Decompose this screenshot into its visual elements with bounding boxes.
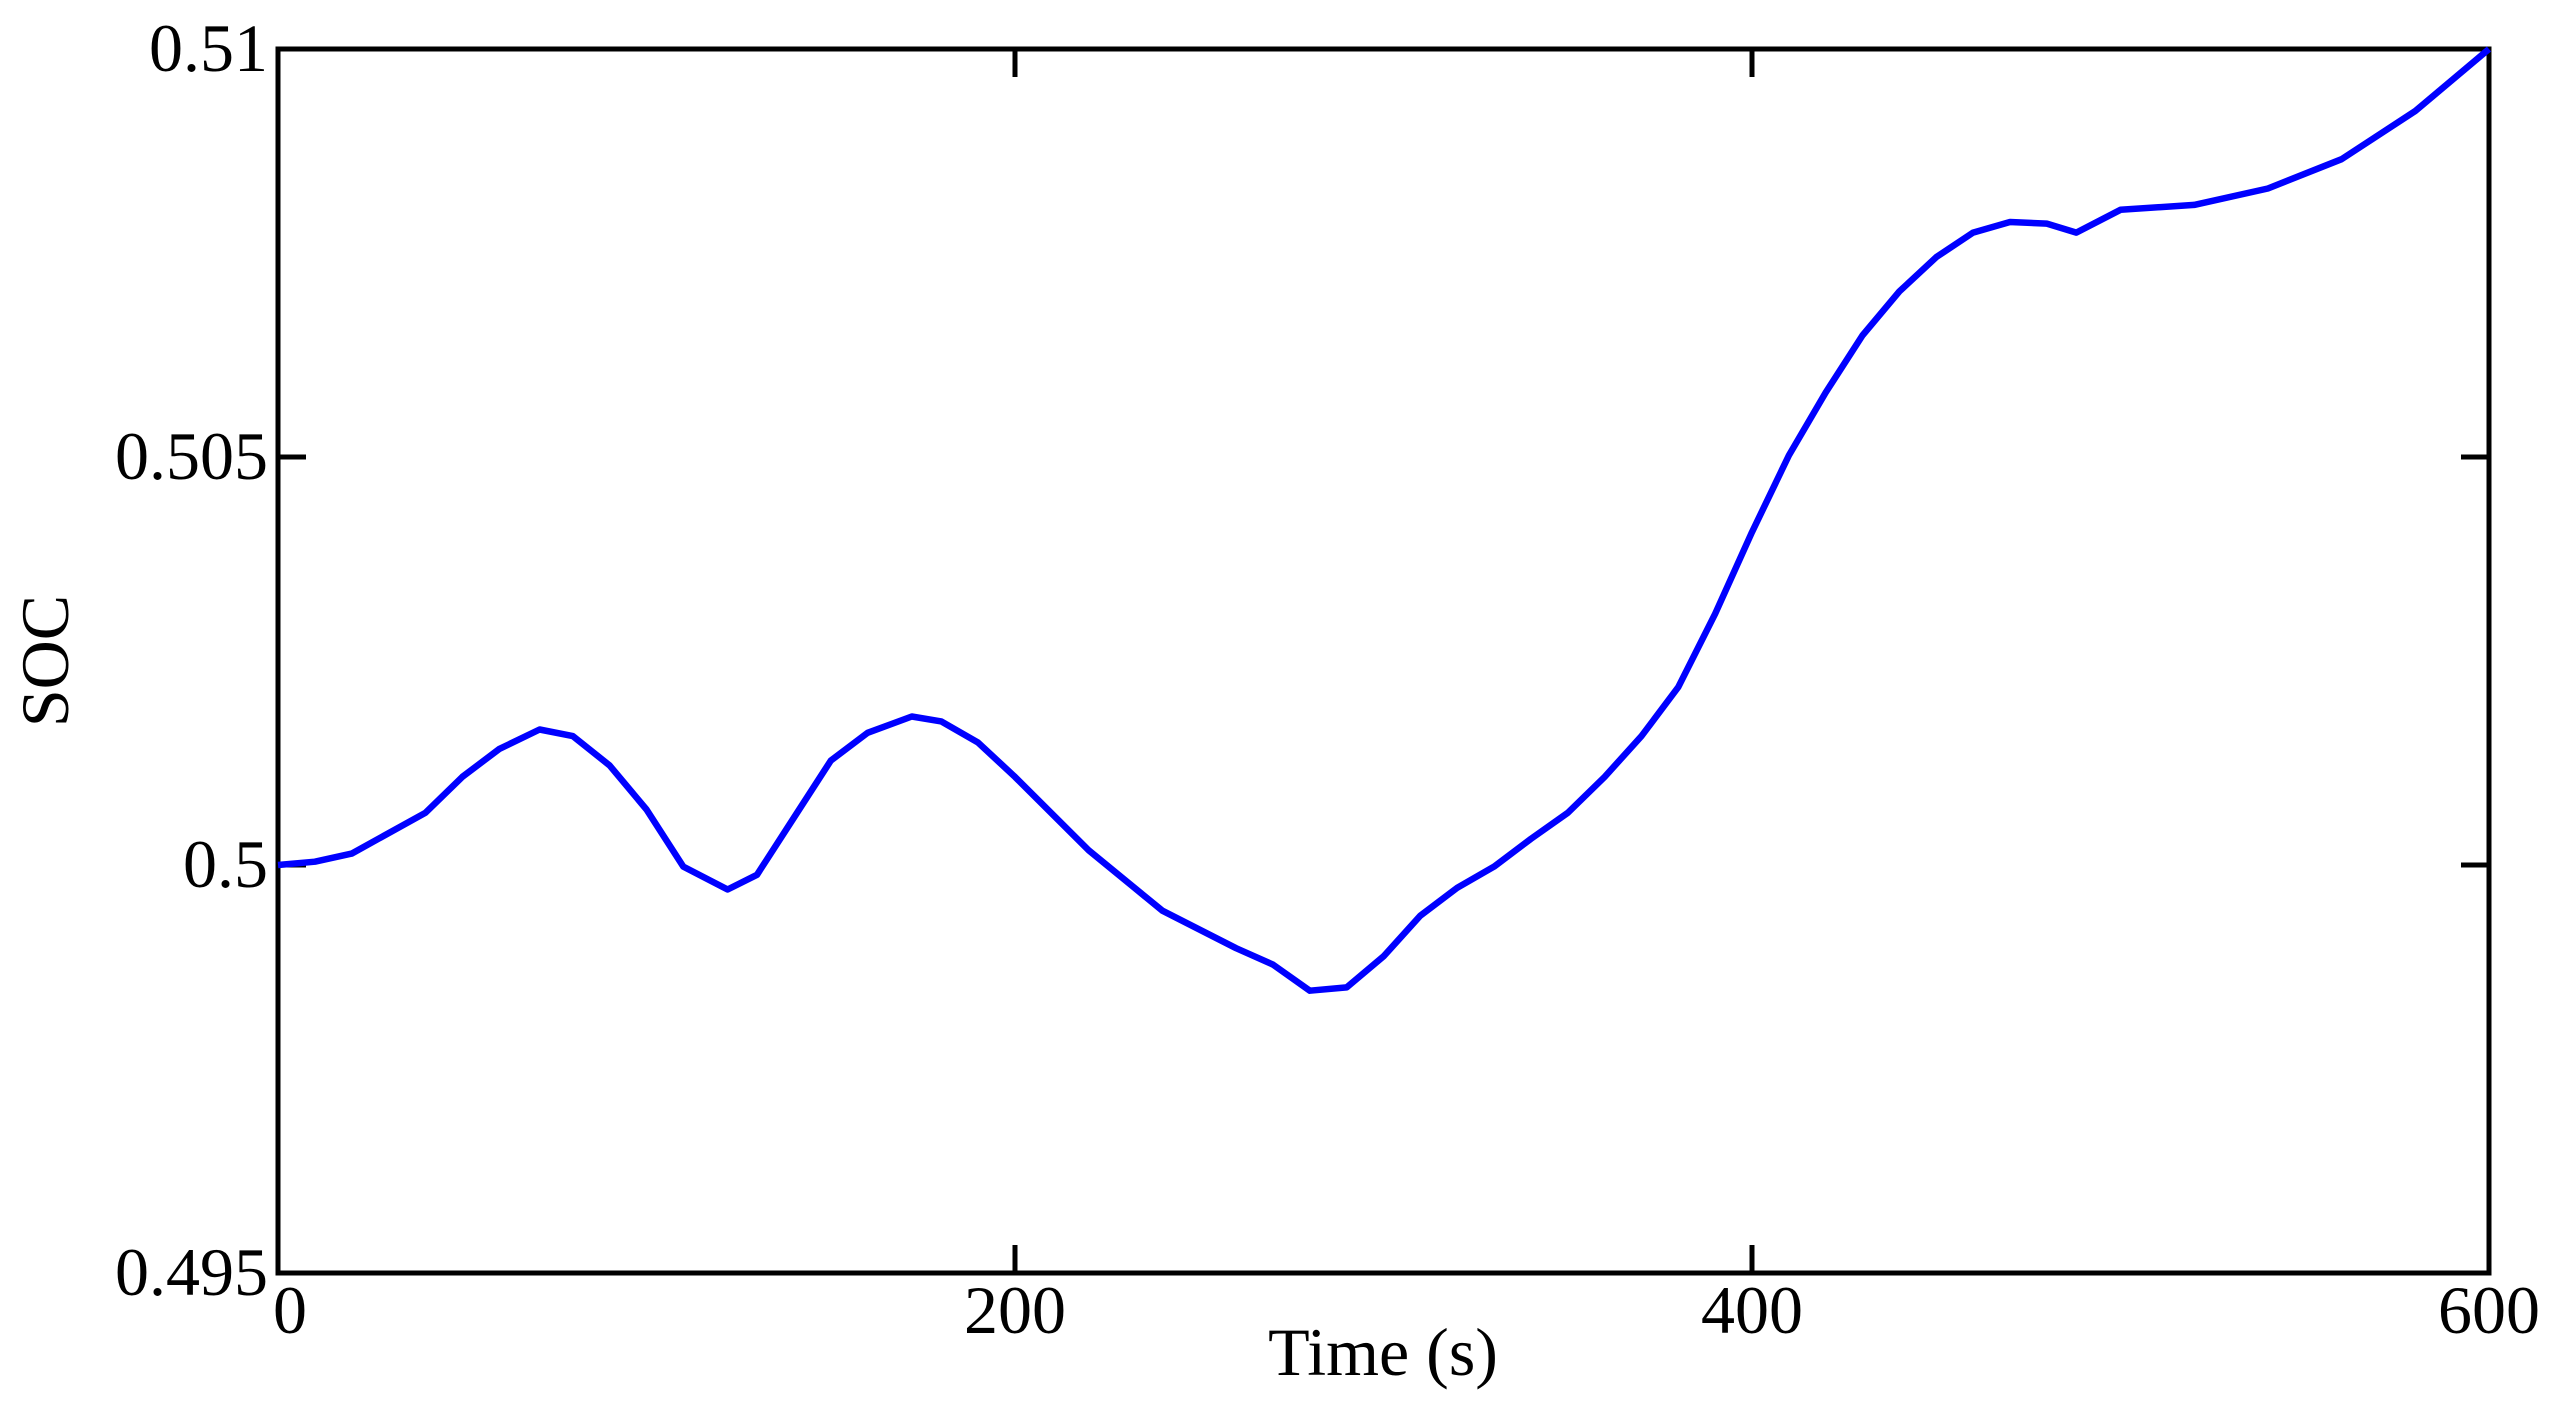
y-tick-label: 0.5 — [183, 826, 268, 902]
x-tick-label: 600 — [2438, 1272, 2540, 1348]
y-axis-label: SOC — [7, 595, 83, 727]
y-tick-label: 0.505 — [115, 418, 268, 494]
x-tick-label: 0 — [273, 1272, 307, 1348]
x-tick-label: 400 — [1701, 1272, 1803, 1348]
y-tick-label: 0.51 — [149, 10, 268, 86]
y-tick-label: 0.495 — [115, 1234, 268, 1310]
x-tick-label: 200 — [964, 1272, 1066, 1348]
plot-frame — [275, 46, 2492, 1276]
x-axis-label: Time (s) — [1268, 1314, 1498, 1390]
data-line — [277, 46, 2492, 994]
